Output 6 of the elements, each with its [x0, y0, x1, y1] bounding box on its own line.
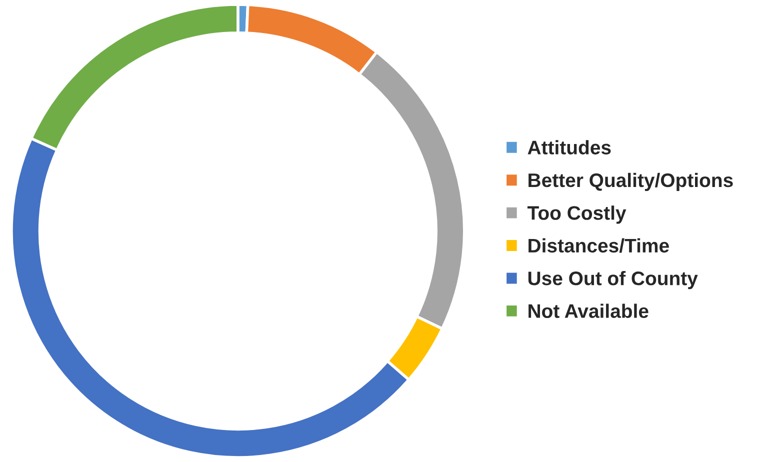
legend-label: Use Out of County [528, 271, 698, 290]
legend-label: Better Quality/Options [528, 172, 733, 191]
legend-label: Distances/Time [528, 238, 669, 253]
legend-label: Attitudes [528, 140, 611, 154]
legend-label: Not Available [528, 304, 648, 318]
legend-label: Too Costly [527, 206, 626, 224]
